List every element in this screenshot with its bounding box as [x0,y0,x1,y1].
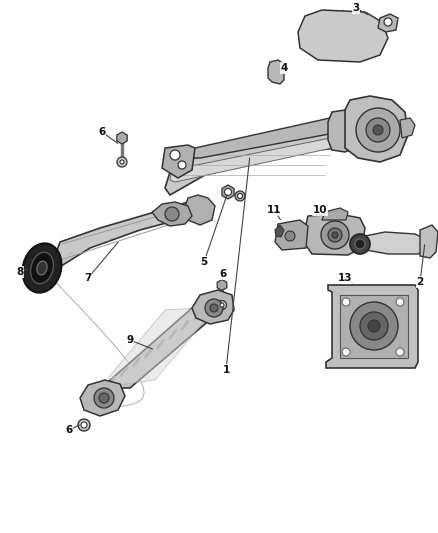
Polygon shape [328,110,355,152]
Text: 2: 2 [417,277,424,287]
Text: 6: 6 [65,425,73,435]
Polygon shape [117,132,127,144]
Circle shape [396,298,404,306]
Text: 9: 9 [127,335,134,345]
Polygon shape [152,202,192,226]
Polygon shape [192,290,234,324]
Circle shape [120,160,124,164]
Polygon shape [55,200,198,268]
Polygon shape [165,125,345,195]
Circle shape [170,150,180,160]
Circle shape [360,312,388,340]
Text: 10: 10 [313,205,327,215]
Polygon shape [275,225,284,237]
Polygon shape [217,279,227,290]
Polygon shape [298,10,388,62]
Text: 6: 6 [99,127,106,137]
Text: 13: 13 [338,273,352,283]
Circle shape [220,303,224,307]
Text: 11: 11 [267,205,281,215]
Polygon shape [184,195,215,225]
Polygon shape [162,145,195,178]
Polygon shape [322,208,348,220]
Circle shape [332,232,338,238]
Ellipse shape [22,244,61,293]
Polygon shape [305,214,365,255]
Circle shape [342,298,350,306]
Polygon shape [345,96,408,162]
Circle shape [237,193,243,198]
Circle shape [342,348,350,356]
Circle shape [205,299,223,317]
Polygon shape [108,308,212,385]
Polygon shape [275,220,308,250]
Polygon shape [170,138,332,182]
Circle shape [94,388,114,408]
Text: 3: 3 [353,3,360,13]
Circle shape [235,191,245,201]
Circle shape [396,348,404,356]
Polygon shape [190,118,345,158]
Polygon shape [80,380,125,416]
Circle shape [225,189,232,196]
Polygon shape [108,308,212,388]
Polygon shape [268,60,284,84]
Polygon shape [340,295,408,358]
Polygon shape [326,285,418,368]
Circle shape [373,125,383,135]
Circle shape [328,228,342,242]
Circle shape [350,302,398,350]
Circle shape [218,301,226,310]
Polygon shape [400,118,415,138]
Circle shape [368,320,380,332]
Circle shape [321,221,349,249]
Circle shape [165,207,179,221]
Circle shape [78,419,90,431]
Circle shape [81,422,87,428]
Text: 1: 1 [223,365,230,375]
Circle shape [356,108,400,152]
Text: 7: 7 [84,273,92,283]
Circle shape [384,18,392,26]
Text: 6: 6 [219,269,226,279]
Circle shape [350,234,370,254]
Circle shape [285,231,295,241]
Text: 8: 8 [16,267,24,277]
Polygon shape [365,232,430,254]
Circle shape [210,304,218,312]
Polygon shape [420,225,438,258]
Circle shape [355,239,365,249]
Circle shape [178,161,186,169]
Text: 5: 5 [200,257,208,267]
Ellipse shape [31,252,53,284]
Polygon shape [222,185,234,199]
Polygon shape [378,14,398,32]
Text: 4: 4 [280,63,288,73]
Ellipse shape [37,261,47,275]
Circle shape [117,157,127,167]
Circle shape [99,393,109,403]
Circle shape [366,118,390,142]
